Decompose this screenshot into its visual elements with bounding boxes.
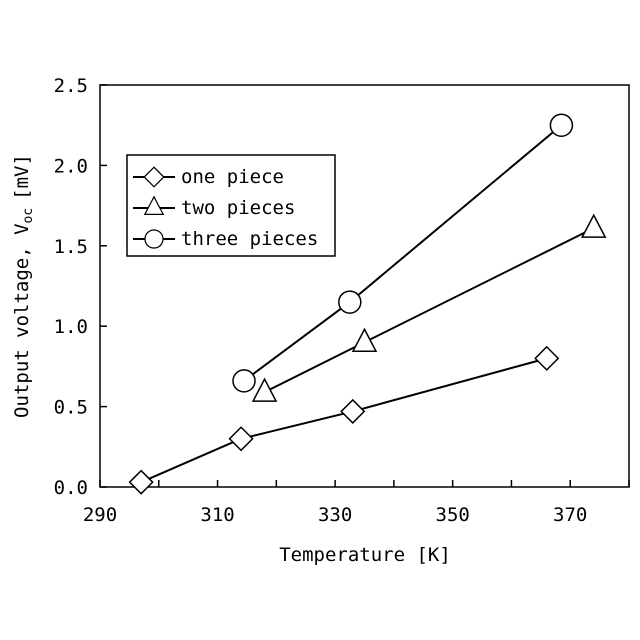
legend-marker-three-pieces — [145, 230, 163, 248]
series-line-one-piece — [141, 358, 547, 482]
legend-label-one-piece: one piece — [181, 166, 284, 188]
y-axis: 0.0 0.5 1.0 1.5 2.0 2.5 — [54, 75, 107, 499]
x-tick-label: 310 — [200, 504, 234, 526]
x-tick-label: 350 — [436, 504, 470, 526]
data-point-two-pieces — [353, 329, 376, 351]
legend: one piece two pieces three pieces — [127, 155, 335, 256]
data-point-three-pieces — [550, 114, 572, 136]
y-axis-title-main: Output voltage, V — [11, 223, 33, 417]
data-point-three-pieces — [339, 291, 361, 313]
data-point-one-piece — [230, 427, 253, 450]
y-tick-label: 2.0 — [54, 155, 88, 177]
y-tick-label: 1.0 — [54, 316, 88, 338]
legend-marker-group — [145, 230, 163, 248]
data-point-two-pieces — [582, 215, 605, 237]
data-point-two-pieces — [253, 379, 276, 401]
x-tick-label: 370 — [553, 504, 587, 526]
data-point-one-piece — [341, 400, 364, 423]
y-axis-title: Output voltage, Voc [mV] — [11, 154, 36, 418]
legend-label-two-pieces: two pieces — [181, 197, 295, 219]
y-tick-label: 2.5 — [54, 75, 88, 97]
y-axis-title-subscript: oc — [21, 208, 36, 224]
x-tick-label: 290 — [83, 504, 117, 526]
x-tick-label: 330 — [318, 504, 352, 526]
y-tick-label: 1.5 — [54, 236, 88, 258]
legend-label-three-pieces: three pieces — [181, 228, 318, 250]
plot-frame — [100, 85, 629, 487]
data-point-one-piece — [130, 471, 153, 494]
y-tick-label: 0.5 — [54, 397, 88, 419]
data-point-three-pieces — [233, 370, 255, 392]
data-point-one-piece — [535, 347, 558, 370]
y-axis-title-unit: [mV] — [11, 154, 33, 200]
x-axis-title: Temperature [K] — [279, 544, 451, 566]
y-tick-label: 0.0 — [54, 477, 88, 499]
